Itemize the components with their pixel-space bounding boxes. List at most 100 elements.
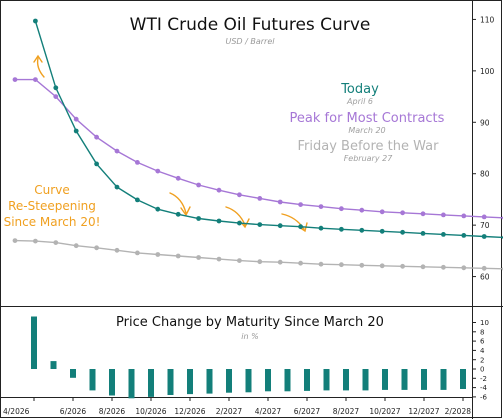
- data-point: [135, 250, 140, 256]
- x-tick-label: 10/2026: [135, 407, 166, 416]
- data-point: [400, 263, 405, 269]
- bar-y-tick-label: 8: [480, 328, 484, 336]
- data-point: [175, 175, 181, 181]
- data-point: [155, 252, 161, 257]
- y-tick-label: 100: [480, 67, 495, 76]
- bar-12-2027: [421, 369, 427, 390]
- bar-1-2027: [206, 369, 213, 394]
- annotation-line-1: Curve: [34, 183, 69, 197]
- bar-y-tick-label: 6: [480, 338, 485, 346]
- bar-7-2026: [89, 369, 96, 391]
- x-tick-label: 2/2028: [445, 407, 472, 416]
- legend-peak-date: March 20: [348, 126, 385, 135]
- y-tick-label: 110: [480, 15, 495, 24]
- y-tick-label: 60: [480, 273, 490, 282]
- bar-6-2026: [70, 369, 76, 378]
- data-point: [257, 196, 263, 201]
- bar-y-tick-label: 4: [480, 347, 485, 355]
- x-tick-label: 4/2027: [255, 407, 282, 416]
- bottom-chart-subtitle: in %: [241, 332, 258, 341]
- data-point: [114, 184, 120, 190]
- legend-prewar-name: Friday Before the War: [298, 139, 440, 154]
- data-point: [73, 116, 79, 122]
- data-point: [216, 218, 222, 224]
- data-point: [277, 199, 283, 205]
- data-point: [481, 265, 487, 271]
- futures-curve-plot: 60 70 80 90 100 110: [12, 15, 503, 282]
- x-tick-label: 12/2026: [174, 407, 205, 416]
- data-point: [237, 192, 242, 198]
- bar-y-tick-label: -4: [480, 384, 488, 392]
- bar-2-2027: [226, 369, 232, 393]
- arrow-down-1: [169, 192, 187, 214]
- data-point: [339, 226, 344, 232]
- series-line-friday-before-the-war: [14, 239, 503, 270]
- data-point: [379, 209, 385, 215]
- legend: Today April 6 Peak for Most Contracts Ma…: [290, 82, 445, 163]
- bar-y-tick-label: -2: [480, 375, 487, 383]
- x-tick-label: 8/2026: [99, 407, 126, 416]
- bar-1-2028: [440, 369, 447, 390]
- data-point: [94, 245, 99, 251]
- y-tick-label: 90: [480, 118, 490, 127]
- data-point: [318, 204, 324, 210]
- data-point: [461, 265, 467, 271]
- x-tick-label: 2/2027: [216, 407, 243, 416]
- data-point: [73, 243, 79, 249]
- data-point: [33, 77, 38, 82]
- data-point: [257, 222, 263, 228]
- data-point: [277, 223, 283, 229]
- bar-5-2026: [50, 361, 57, 369]
- data-point: [73, 128, 79, 134]
- arrow-up-head: [33, 54, 43, 63]
- data-point: [318, 261, 324, 267]
- data-point: [420, 231, 426, 236]
- data-point: [359, 262, 365, 268]
- legend-prewar-date: February 27: [344, 154, 394, 163]
- bar-9-2027: [362, 369, 369, 391]
- bar-11-2026: [167, 369, 174, 395]
- data-point: [400, 229, 405, 235]
- x-tick-label: 10/2027: [369, 407, 400, 416]
- data-point: [216, 187, 222, 193]
- data-point: [420, 211, 426, 217]
- arrow-up-annotation: [36, 57, 45, 78]
- bar-y-tick-label: 0: [480, 366, 484, 374]
- data-point: [400, 210, 405, 216]
- x-tick-label: 6/2027: [294, 407, 321, 416]
- data-point: [298, 202, 303, 208]
- bar-11-2027: [401, 369, 408, 390]
- data-point: [461, 213, 467, 219]
- price-change-plot: 108 642 0-2-4 -6 4/2026 6/2026 8/2026 10/2026 12…: [3, 316, 489, 416]
- data-point: [481, 234, 487, 239]
- data-point: [196, 255, 202, 260]
- data-point: [94, 134, 99, 140]
- data-point: [155, 206, 161, 212]
- data-point: [53, 240, 59, 246]
- data-point: [53, 85, 59, 91]
- bar-y-tick-label: 2: [480, 356, 484, 364]
- data-point: [237, 220, 242, 226]
- annotation-line-3: Since March 20!: [4, 215, 101, 229]
- bar-9-2026: [128, 369, 135, 399]
- annotation-line-2: Re-Steepening: [8, 199, 96, 213]
- data-point: [441, 232, 446, 237]
- data-point: [277, 259, 283, 265]
- legend-today-name: Today: [340, 82, 379, 97]
- data-point: [12, 238, 18, 244]
- bar-10-2026: [148, 369, 154, 397]
- bar-3-2027: [245, 369, 252, 393]
- data-point: [339, 206, 344, 212]
- data-point: [175, 211, 181, 217]
- bar-7-2027: [323, 369, 330, 391]
- arrow-down-1-head: [180, 206, 191, 217]
- bar-y-tick-label: -6: [480, 394, 488, 402]
- data-point: [481, 214, 487, 220]
- data-point: [135, 197, 140, 203]
- bar-10-2027: [382, 369, 388, 390]
- x-tick-label: 12/2027: [408, 407, 439, 416]
- data-point: [216, 256, 222, 262]
- legend-today-date: April 6: [346, 97, 373, 106]
